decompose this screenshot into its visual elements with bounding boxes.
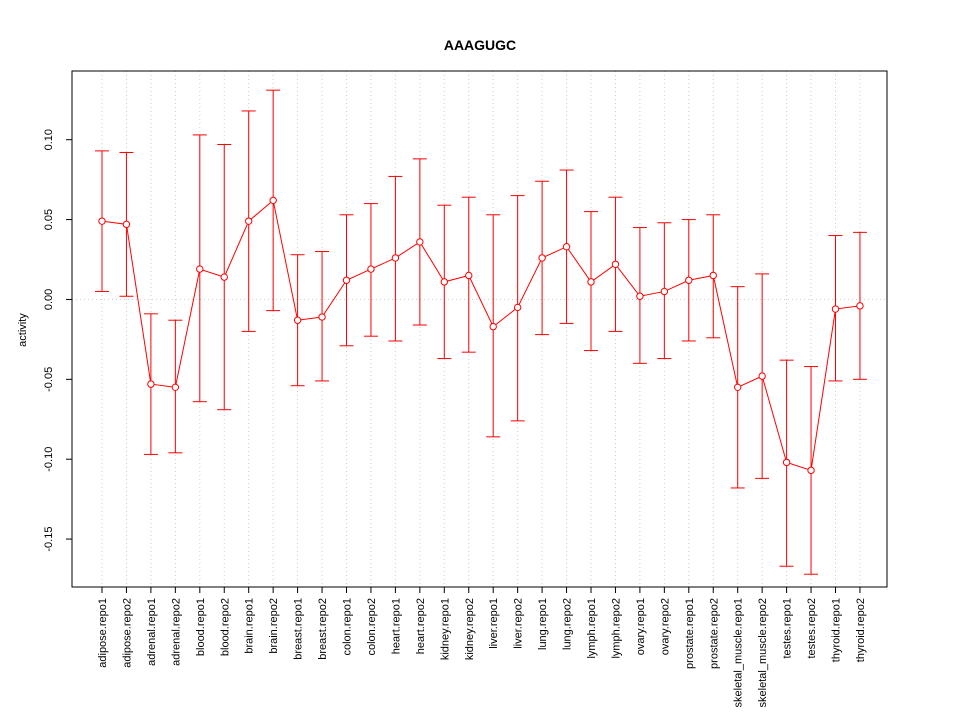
x-tick-label: adrenal.repo2 (170, 598, 182, 666)
plot-frame (71, 70, 888, 588)
data-point (98, 217, 106, 225)
data-point (513, 303, 522, 312)
data-point (758, 372, 766, 380)
data-point (440, 278, 448, 286)
x-tick-label: testes.repo1 (782, 598, 794, 659)
data-point (171, 383, 180, 392)
data-point (196, 265, 204, 273)
data-point (465, 271, 473, 280)
x-tick-label: ovary.repo2 (659, 598, 671, 655)
x-tick-label: lymph.repo2 (610, 598, 622, 659)
data-point (660, 287, 669, 296)
data-point (318, 313, 326, 321)
x-tick-label: skeletal_muscle.repo1 (733, 598, 745, 707)
x-tick-label: blood.repo1 (195, 598, 207, 656)
data-point (391, 254, 400, 262)
x-tick-label: skeletal_muscle.repo2 (757, 598, 769, 707)
x-tick-label: adipose.repo1 (97, 598, 109, 668)
x-tick-label: breast.repo1 (293, 598, 305, 660)
y-tick-label: -0.10 (43, 447, 55, 472)
data-point (611, 260, 620, 269)
series-line (101, 199, 861, 472)
data-point (489, 322, 497, 331)
x-tick-label: lymph.repo1 (586, 598, 598, 659)
data-points (98, 196, 864, 475)
data-point (734, 383, 742, 392)
x-tick-label: adipose.repo2 (121, 598, 133, 668)
x-tick-label: heart.repo1 (390, 598, 402, 654)
y-axis: -0.15 -0.10 -0.05 0.00 0.05 0.10 (43, 129, 73, 552)
x-tick-label: lung.repo2 (562, 598, 574, 650)
data-point (709, 271, 717, 280)
data-point (562, 243, 571, 251)
error-bars (95, 89, 867, 575)
data-point (856, 302, 864, 310)
data-point (147, 380, 155, 388)
x-tick-label: testes.repo2 (806, 598, 818, 659)
x-tick-label: adrenal.repo1 (146, 598, 158, 666)
y-tick-label: -0.05 (43, 367, 55, 392)
x-tick-label: lung.repo1 (537, 598, 549, 650)
x-tick-label: heart.repo2 (415, 598, 427, 654)
y-tick-label: -0.15 (43, 527, 55, 552)
x-tick-label: liver.repo2 (513, 598, 525, 649)
data-point (269, 196, 277, 205)
data-point (538, 254, 546, 262)
data-point (807, 466, 815, 475)
data-point (636, 292, 644, 300)
y-tick-label: 0.00 (43, 289, 55, 310)
data-point (122, 220, 131, 229)
x-tick-label: blood.repo2 (219, 598, 231, 656)
x-tick-label: ovary.repo1 (635, 598, 647, 655)
data-point (245, 217, 253, 225)
data-point (293, 316, 302, 324)
x-tick-label: thyroid.repo1 (831, 598, 843, 662)
x-tick-label: prostate.repo1 (684, 598, 696, 669)
x-tick-label: breast.repo2 (317, 598, 329, 660)
x-tick-label: kidney.repo1 (439, 598, 451, 660)
y-tick-label: 0.05 (43, 209, 55, 230)
data-point (342, 276, 351, 284)
data-point (367, 265, 375, 273)
x-tick-label: colon.repo2 (366, 598, 378, 656)
x-axis: adipose.repo1 adipose.repo2 adrenal.repo1 a… (97, 586, 867, 707)
x-tick-label: colon.repo1 (342, 598, 354, 656)
data-point (416, 238, 424, 246)
x-tick-label: brain.repo1 (244, 598, 256, 654)
x-tick-label: thyroid.repo2 (855, 598, 867, 662)
data-point (587, 278, 595, 286)
data-point (220, 273, 228, 281)
x-tick-label: liver.repo1 (488, 598, 500, 649)
x-tick-label: prostate.repo2 (708, 598, 720, 669)
chart-title: AAAGUGC (444, 37, 516, 53)
y-axis-label: activity (17, 313, 29, 347)
data-point (831, 305, 840, 313)
data-point (782, 458, 791, 467)
y-tick-label: 0.10 (43, 129, 55, 150)
grid (101, 71, 861, 587)
x-tick-label: kidney.repo2 (464, 598, 476, 660)
data-point (685, 276, 693, 284)
x-tick-label: brain.repo2 (268, 598, 280, 654)
